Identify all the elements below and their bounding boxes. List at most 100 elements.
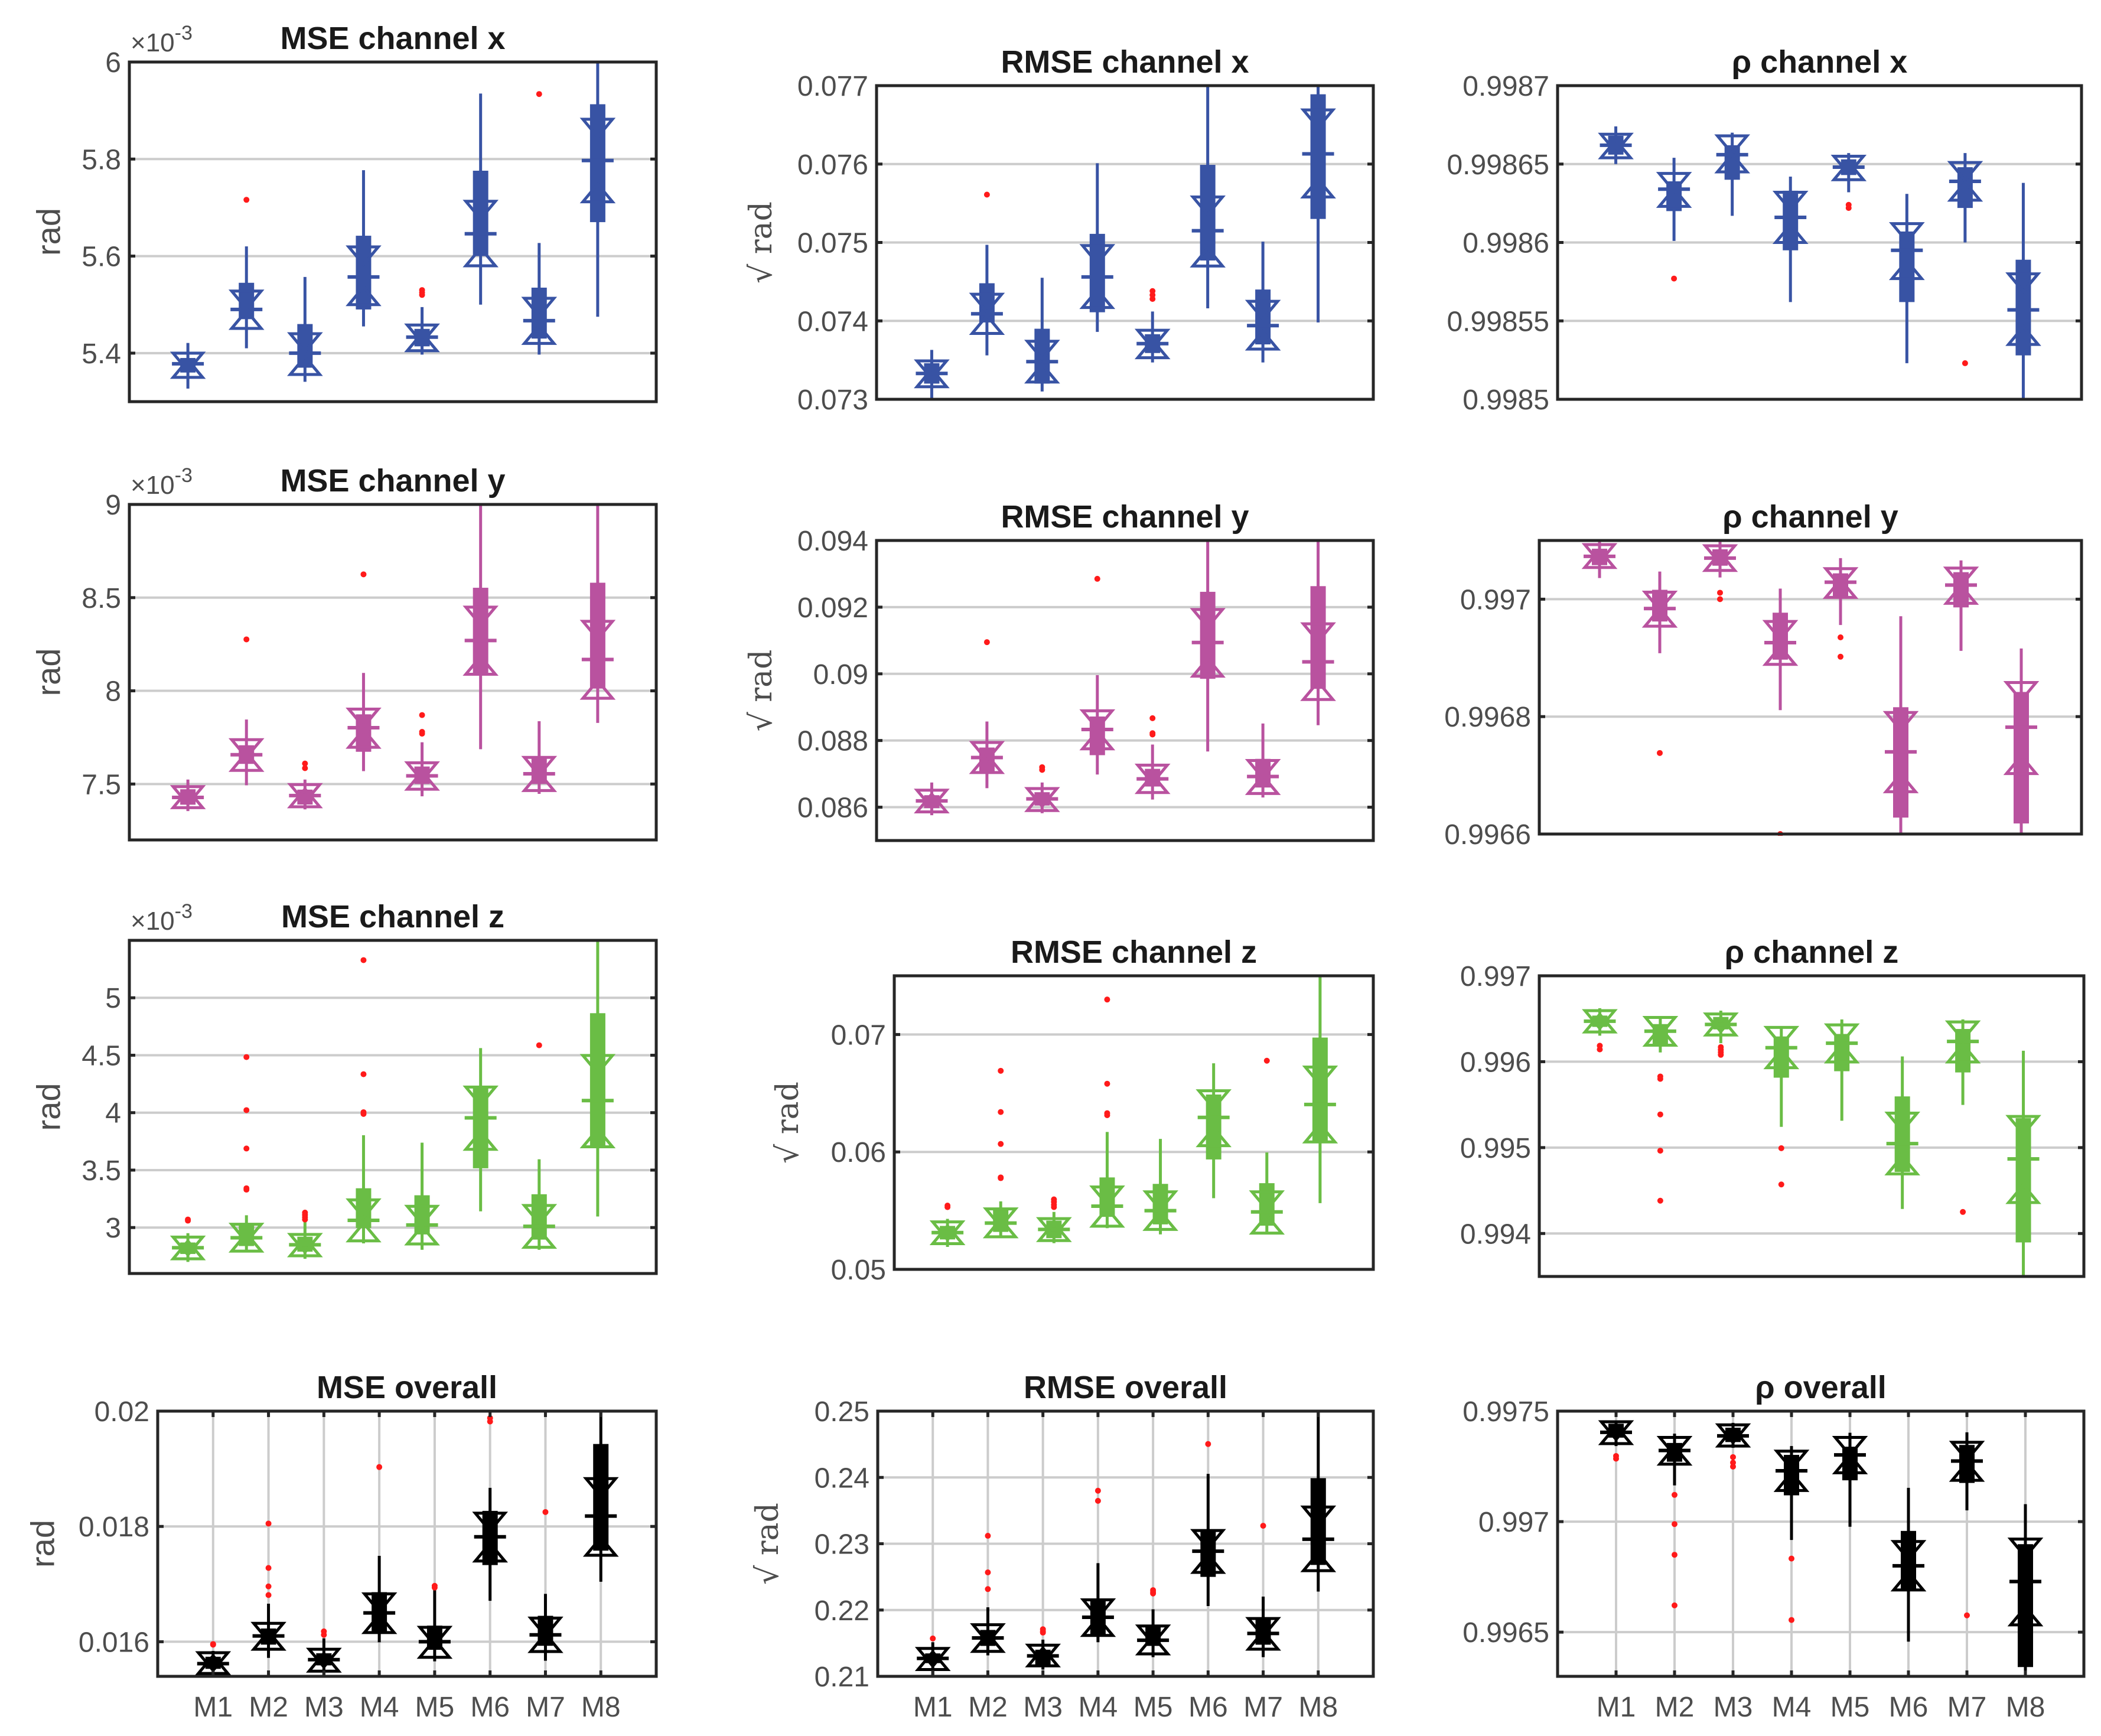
box-m8	[2005, 183, 2041, 399]
box-m3	[1715, 1422, 1751, 1470]
notch-lower-marker	[527, 1631, 563, 1653]
notch-lower-marker	[346, 727, 382, 749]
chart-title: RMSE channel x	[1001, 44, 1249, 80]
notch-upper-marker	[1715, 1423, 1751, 1445]
exponent-power: -3	[175, 464, 193, 487]
notch-lower-marker	[1245, 1629, 1281, 1651]
notch-upper-marker	[404, 1204, 440, 1227]
box-m8	[582, 1411, 619, 1582]
panel-channel-z: 0.994 0.995 0.996 0.997 ρ channel z	[1460, 934, 2086, 1278]
axes-frame	[128, 60, 658, 403]
notch-lower-marker	[1823, 1041, 1860, 1064]
outlier-point	[243, 1185, 250, 1191]
outlier-point	[302, 1209, 308, 1216]
x-tick-label: M7	[1243, 1692, 1283, 1723]
x-tick-label: M6	[1188, 1692, 1228, 1723]
y-tick-label: 0.9986	[1462, 228, 1549, 259]
outlier-point	[210, 1641, 216, 1647]
x-tick-label: M4	[1772, 1692, 1812, 1723]
plot-area	[158, 1411, 656, 1676]
box-m6	[1882, 616, 1919, 834]
y-axis-label: √ rad	[770, 1082, 806, 1164]
notch-lower-marker	[1763, 1047, 1800, 1070]
box-m5	[404, 712, 440, 797]
outlier-point	[1040, 1626, 1046, 1633]
notch-lower-marker	[969, 752, 1005, 774]
box-m5	[1135, 1587, 1171, 1657]
panel-overall: 0.9965 0.997 0.9975 M1 M2 M3 M4 M5 M6 M7 M8 ρ overa…	[1462, 1370, 2086, 1723]
outlier-point	[542, 1509, 549, 1515]
box-m4	[1762, 588, 1799, 836]
notch-upper-marker	[462, 605, 499, 627]
y-tick-label: 0.088	[797, 726, 868, 757]
outlier-point	[1104, 1110, 1110, 1116]
notch-upper-marker	[462, 200, 499, 222]
chart-title: MSE channel z	[281, 899, 504, 934]
outlier-point	[376, 1464, 383, 1470]
notch-lower-marker	[1190, 246, 1226, 268]
notch-upper-marker	[228, 1223, 265, 1245]
chart-title: ρ channel x	[1732, 44, 1908, 80]
notch-lower-marker	[1249, 1213, 1285, 1235]
interquartile-box	[1034, 328, 1050, 384]
box-m2	[1642, 1016, 1679, 1204]
notch-lower-marker	[1762, 644, 1799, 666]
interquartile-box	[589, 1013, 605, 1147]
notch-lower-marker	[579, 678, 616, 700]
y-tick-label: 4	[105, 1098, 121, 1129]
box-m4	[1763, 1025, 1800, 1188]
plot-area	[1558, 1411, 2084, 1676]
x-tick-label: M1	[1597, 1692, 1636, 1723]
notch-lower-marker	[582, 1535, 619, 1557]
notch-upper-marker	[1943, 566, 1979, 588]
plot-area	[1539, 976, 2084, 1276]
box-m5	[1823, 1019, 1860, 1121]
axis-exponent: ×10-3	[131, 900, 193, 936]
notch-lower-marker	[170, 1239, 206, 1261]
boxes	[170, 504, 616, 812]
notch-upper-marker	[1582, 1009, 1618, 1031]
notch-upper-marker	[1773, 1450, 1810, 1471]
y-tick-label: 0.9975	[1462, 1396, 1549, 1428]
notch-lower-marker	[1822, 577, 1859, 599]
outlier-point	[321, 1628, 327, 1634]
notch-upper-marker	[1300, 108, 1336, 131]
outlier-point	[243, 197, 250, 203]
notch-upper-marker	[250, 1621, 286, 1644]
notch-upper-marker	[1302, 1065, 1338, 1087]
x-tick-label: M3	[1714, 1692, 1753, 1723]
chart-title: MSE overall	[317, 1370, 497, 1405]
box-m2	[250, 1520, 286, 1658]
notch-upper-marker	[579, 118, 616, 139]
y-tick-label: 0.016	[79, 1627, 149, 1658]
box-m8	[2005, 1050, 2041, 1276]
box-m5	[1832, 1432, 1868, 1527]
box-m3	[1702, 541, 1738, 602]
x-tick-label: M5	[415, 1692, 455, 1723]
notch-lower-marker	[170, 787, 206, 809]
notch-lower-marker	[1772, 222, 1809, 244]
box-m1	[914, 350, 950, 399]
notch-lower-marker	[1080, 1615, 1116, 1637]
box-m4	[346, 571, 382, 771]
notch-upper-marker	[170, 1235, 206, 1258]
box-m4	[1079, 163, 1116, 332]
outlier-point	[1095, 1497, 1101, 1504]
notch-upper-marker	[1135, 1624, 1171, 1646]
boxes	[914, 540, 1336, 816]
outlier-point	[360, 571, 367, 578]
notch-lower-marker	[1947, 180, 1983, 202]
y-tick-label: 0.09	[813, 659, 868, 691]
notch-lower-marker	[1944, 1041, 1981, 1064]
box-m1	[1598, 1420, 1634, 1462]
x-tick-label: M1	[193, 1692, 233, 1723]
box-m1	[914, 782, 950, 816]
chart-title: ρ channel z	[1725, 934, 1898, 970]
y-tick-label: 0.092	[797, 592, 868, 624]
plot-area	[894, 976, 1373, 1269]
notch-lower-marker	[1598, 1424, 1634, 1445]
outlier-point	[1613, 1452, 1619, 1459]
outlier-point	[1657, 1111, 1663, 1118]
notch-lower-marker	[404, 330, 440, 353]
outlier-point	[1094, 575, 1100, 582]
